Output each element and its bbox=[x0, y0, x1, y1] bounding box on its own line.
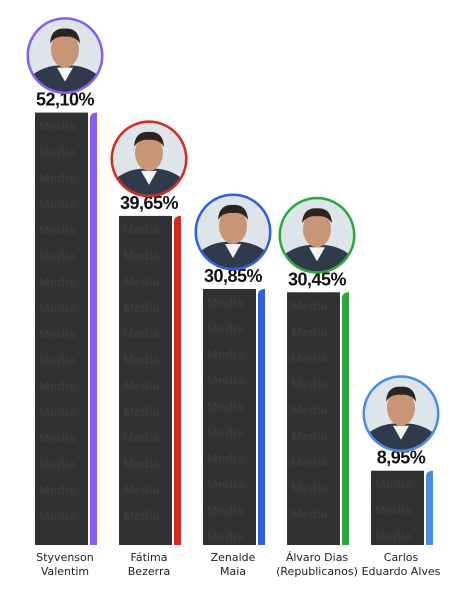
bar-watermark: Media bbox=[291, 480, 329, 495]
bar-watermark: Media bbox=[39, 483, 77, 498]
category-label: Zenaide bbox=[211, 551, 256, 564]
bar-watermark: Media bbox=[123, 326, 161, 341]
bar-accent-stripe bbox=[174, 215, 181, 545]
bar-separator bbox=[88, 112, 90, 545]
category-label: Valentim bbox=[41, 565, 89, 578]
bar-watermark: Media bbox=[291, 402, 329, 417]
bar-watermark: Media bbox=[39, 379, 77, 394]
bar-watermark: Media bbox=[375, 529, 413, 544]
bar-accent-stripe bbox=[90, 112, 97, 545]
bar-watermark: Media bbox=[39, 431, 77, 446]
bar-watermark: Media bbox=[207, 399, 245, 414]
bar-group: Media Media Media Media Media Media Media Media… bbox=[203, 288, 265, 545]
category-label: Carlos bbox=[384, 551, 419, 564]
bar-watermark: Media bbox=[39, 249, 77, 264]
avatar-photo bbox=[365, 377, 437, 450]
bar-watermark: Media bbox=[207, 477, 245, 492]
bar-watermark: Media bbox=[123, 378, 161, 393]
avatars-layer bbox=[26, 17, 440, 453]
bar-group: Media Media Media Media Media Media Media Media… bbox=[287, 292, 349, 545]
bar bbox=[371, 470, 424, 545]
bar-group: Media Media Media Media Media Media Media Media… bbox=[35, 112, 97, 545]
bar-group: Media Media Media bbox=[371, 470, 433, 545]
bar-watermark: Media bbox=[207, 373, 245, 388]
avatar-photo bbox=[281, 199, 353, 272]
candidate-avatar bbox=[26, 17, 104, 95]
bar-watermark: Media bbox=[39, 145, 77, 160]
category-label: Bezerra bbox=[128, 565, 170, 578]
value-label: 30,85% bbox=[204, 266, 263, 286]
candidate-avatar bbox=[110, 120, 188, 198]
bar-accent-stripe bbox=[342, 292, 349, 545]
bar-watermark: Media bbox=[375, 477, 413, 492]
bar-watermark: Media bbox=[291, 376, 329, 391]
category-label: Styvenson bbox=[36, 551, 94, 564]
category-label: Eduardo Alves bbox=[362, 565, 441, 578]
bar-watermark: Media bbox=[123, 248, 161, 263]
bar-watermark: Media bbox=[291, 324, 329, 339]
bar-watermark: Media bbox=[291, 506, 329, 521]
avatar-photo bbox=[197, 195, 269, 268]
bar-watermark: Media bbox=[123, 482, 161, 497]
bar-watermark: Media bbox=[375, 503, 413, 518]
bar-watermark: Media bbox=[39, 119, 77, 134]
bar-watermark: Media bbox=[39, 197, 77, 212]
bars-layer: MediaMediaMediaMediaMediaMediaMediaMedia… bbox=[35, 112, 433, 545]
avatar-photo bbox=[29, 19, 101, 92]
bar bbox=[35, 112, 88, 545]
bar-watermark: Media bbox=[123, 456, 161, 471]
candidate-avatar bbox=[362, 375, 440, 453]
bar-watermark: Media bbox=[39, 509, 77, 524]
bar-separator bbox=[424, 470, 426, 545]
bar-watermark: Media bbox=[207, 529, 245, 544]
bar-watermark: Media bbox=[207, 425, 245, 440]
bar-watermark: Media bbox=[39, 171, 77, 186]
category-label: Maia bbox=[220, 565, 246, 578]
bar-separator bbox=[172, 215, 174, 545]
bar-watermark: Media bbox=[207, 451, 245, 466]
bar-watermark: Media bbox=[123, 300, 161, 315]
bar-watermark: Media bbox=[39, 457, 77, 472]
bar-watermark: Media bbox=[123, 274, 161, 289]
bar-watermark: Media bbox=[39, 275, 77, 290]
value-label: 52,10% bbox=[36, 90, 95, 110]
bar-watermark: Media bbox=[291, 428, 329, 443]
bar-watermark: Media bbox=[291, 298, 329, 313]
bar bbox=[119, 215, 172, 545]
avatar-photo bbox=[113, 122, 185, 195]
bar-watermark: Media bbox=[39, 223, 77, 238]
bar-watermark: Media bbox=[207, 295, 245, 310]
bar-separator bbox=[340, 292, 342, 545]
category-label: (Republicanos) bbox=[276, 565, 358, 578]
bar-watermark: Media bbox=[207, 503, 245, 518]
bar-accent-stripe bbox=[258, 288, 265, 545]
category-label: Fátima bbox=[131, 551, 168, 564]
candidate-avatar bbox=[194, 193, 272, 271]
bar-watermark: Media bbox=[123, 352, 161, 367]
bar-watermark: Media bbox=[291, 350, 329, 365]
value-label: 30,45% bbox=[288, 269, 347, 289]
bar-group: Media Media Media Media Media Media Media Media… bbox=[119, 215, 181, 545]
value-label: 39,65% bbox=[120, 193, 179, 213]
bar-separator bbox=[256, 288, 258, 545]
bar-watermark: Media bbox=[123, 430, 161, 445]
bar-watermark: Media bbox=[39, 353, 77, 368]
bar-watermark: Media bbox=[39, 327, 77, 342]
bar-watermark: Media bbox=[123, 508, 161, 523]
value-label: 8,95% bbox=[377, 448, 426, 468]
bar bbox=[287, 292, 340, 545]
bar bbox=[203, 288, 256, 545]
bar-watermark: Media bbox=[123, 222, 161, 237]
bar-watermark: Media bbox=[207, 321, 245, 336]
bar-watermark: Media bbox=[207, 347, 245, 362]
bar-watermark: Media bbox=[291, 454, 329, 469]
bar-watermark: Media bbox=[123, 404, 161, 419]
bar-watermark: Media bbox=[39, 301, 77, 316]
bar-watermark: Media bbox=[39, 405, 77, 420]
category-label: Álvaro Dias bbox=[286, 551, 349, 564]
candidate-avatar bbox=[278, 196, 356, 274]
bar-accent-stripe bbox=[426, 470, 433, 545]
